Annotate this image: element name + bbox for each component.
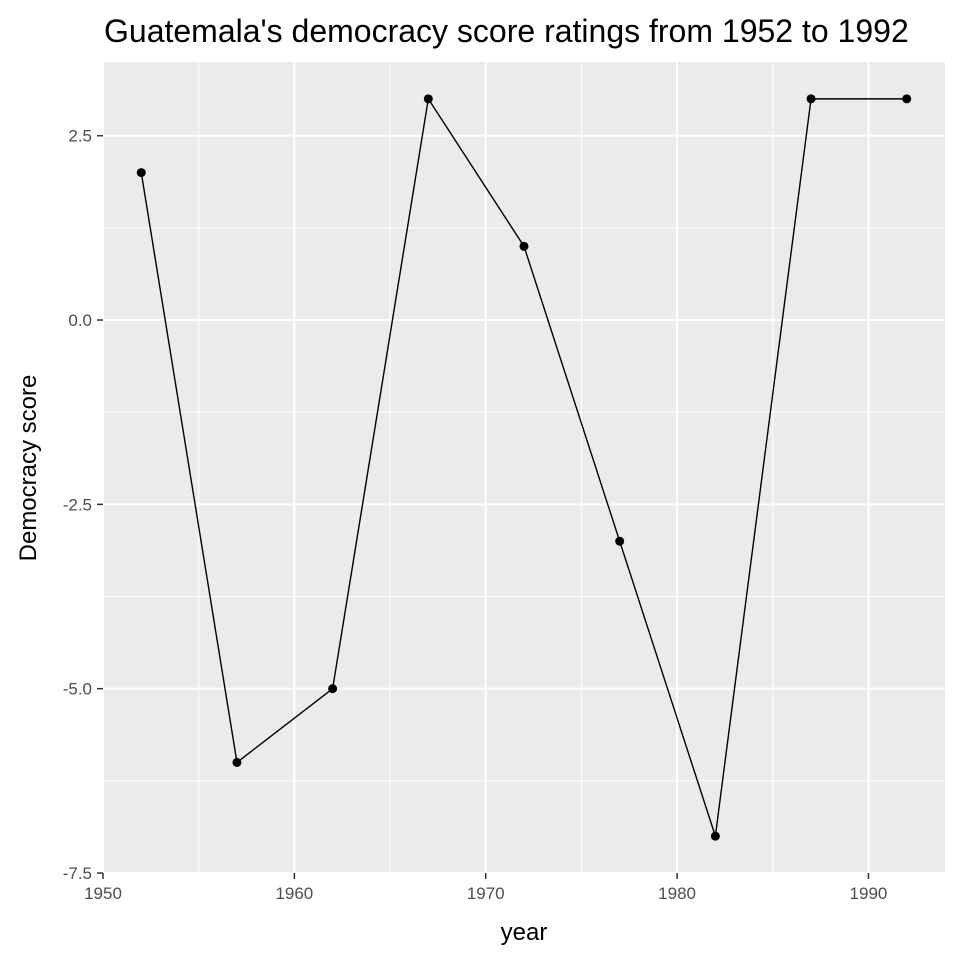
y-tick-label: -5.0 xyxy=(63,680,92,699)
plot-panel xyxy=(103,62,945,873)
data-point xyxy=(615,536,625,546)
data-point xyxy=(806,94,816,104)
data-point xyxy=(519,241,529,251)
x-tick-label: 1970 xyxy=(467,884,505,903)
y-tick-label: -7.5 xyxy=(63,864,92,883)
x-tick-label: 1950 xyxy=(84,884,122,903)
y-tick-label: 2.5 xyxy=(68,127,92,146)
y-axis: -7.5 -5.0 -2.5 0.0 2.5 xyxy=(63,127,103,883)
data-point xyxy=(328,684,338,694)
data-point xyxy=(710,831,720,841)
y-tick-label: -2.5 xyxy=(63,495,92,514)
series-points-group xyxy=(136,94,912,841)
y-tick-label: 0.0 xyxy=(68,311,92,330)
data-point xyxy=(423,94,433,104)
chart-title: Guatemala's democracy score ratings from… xyxy=(104,13,909,49)
x-axis-title: year xyxy=(501,919,548,946)
data-point xyxy=(232,757,242,767)
x-axis: 1950 1960 1970 1980 1990 xyxy=(84,873,887,903)
minor-gridlines xyxy=(103,62,945,873)
data-point xyxy=(136,168,146,178)
x-tick-label: 1980 xyxy=(658,884,696,903)
major-gridlines xyxy=(102,62,945,874)
y-axis-title: Democracy score xyxy=(15,375,42,562)
data-point xyxy=(902,94,912,104)
x-tick-label: 1960 xyxy=(275,884,313,903)
x-tick-label: 1990 xyxy=(850,884,888,903)
